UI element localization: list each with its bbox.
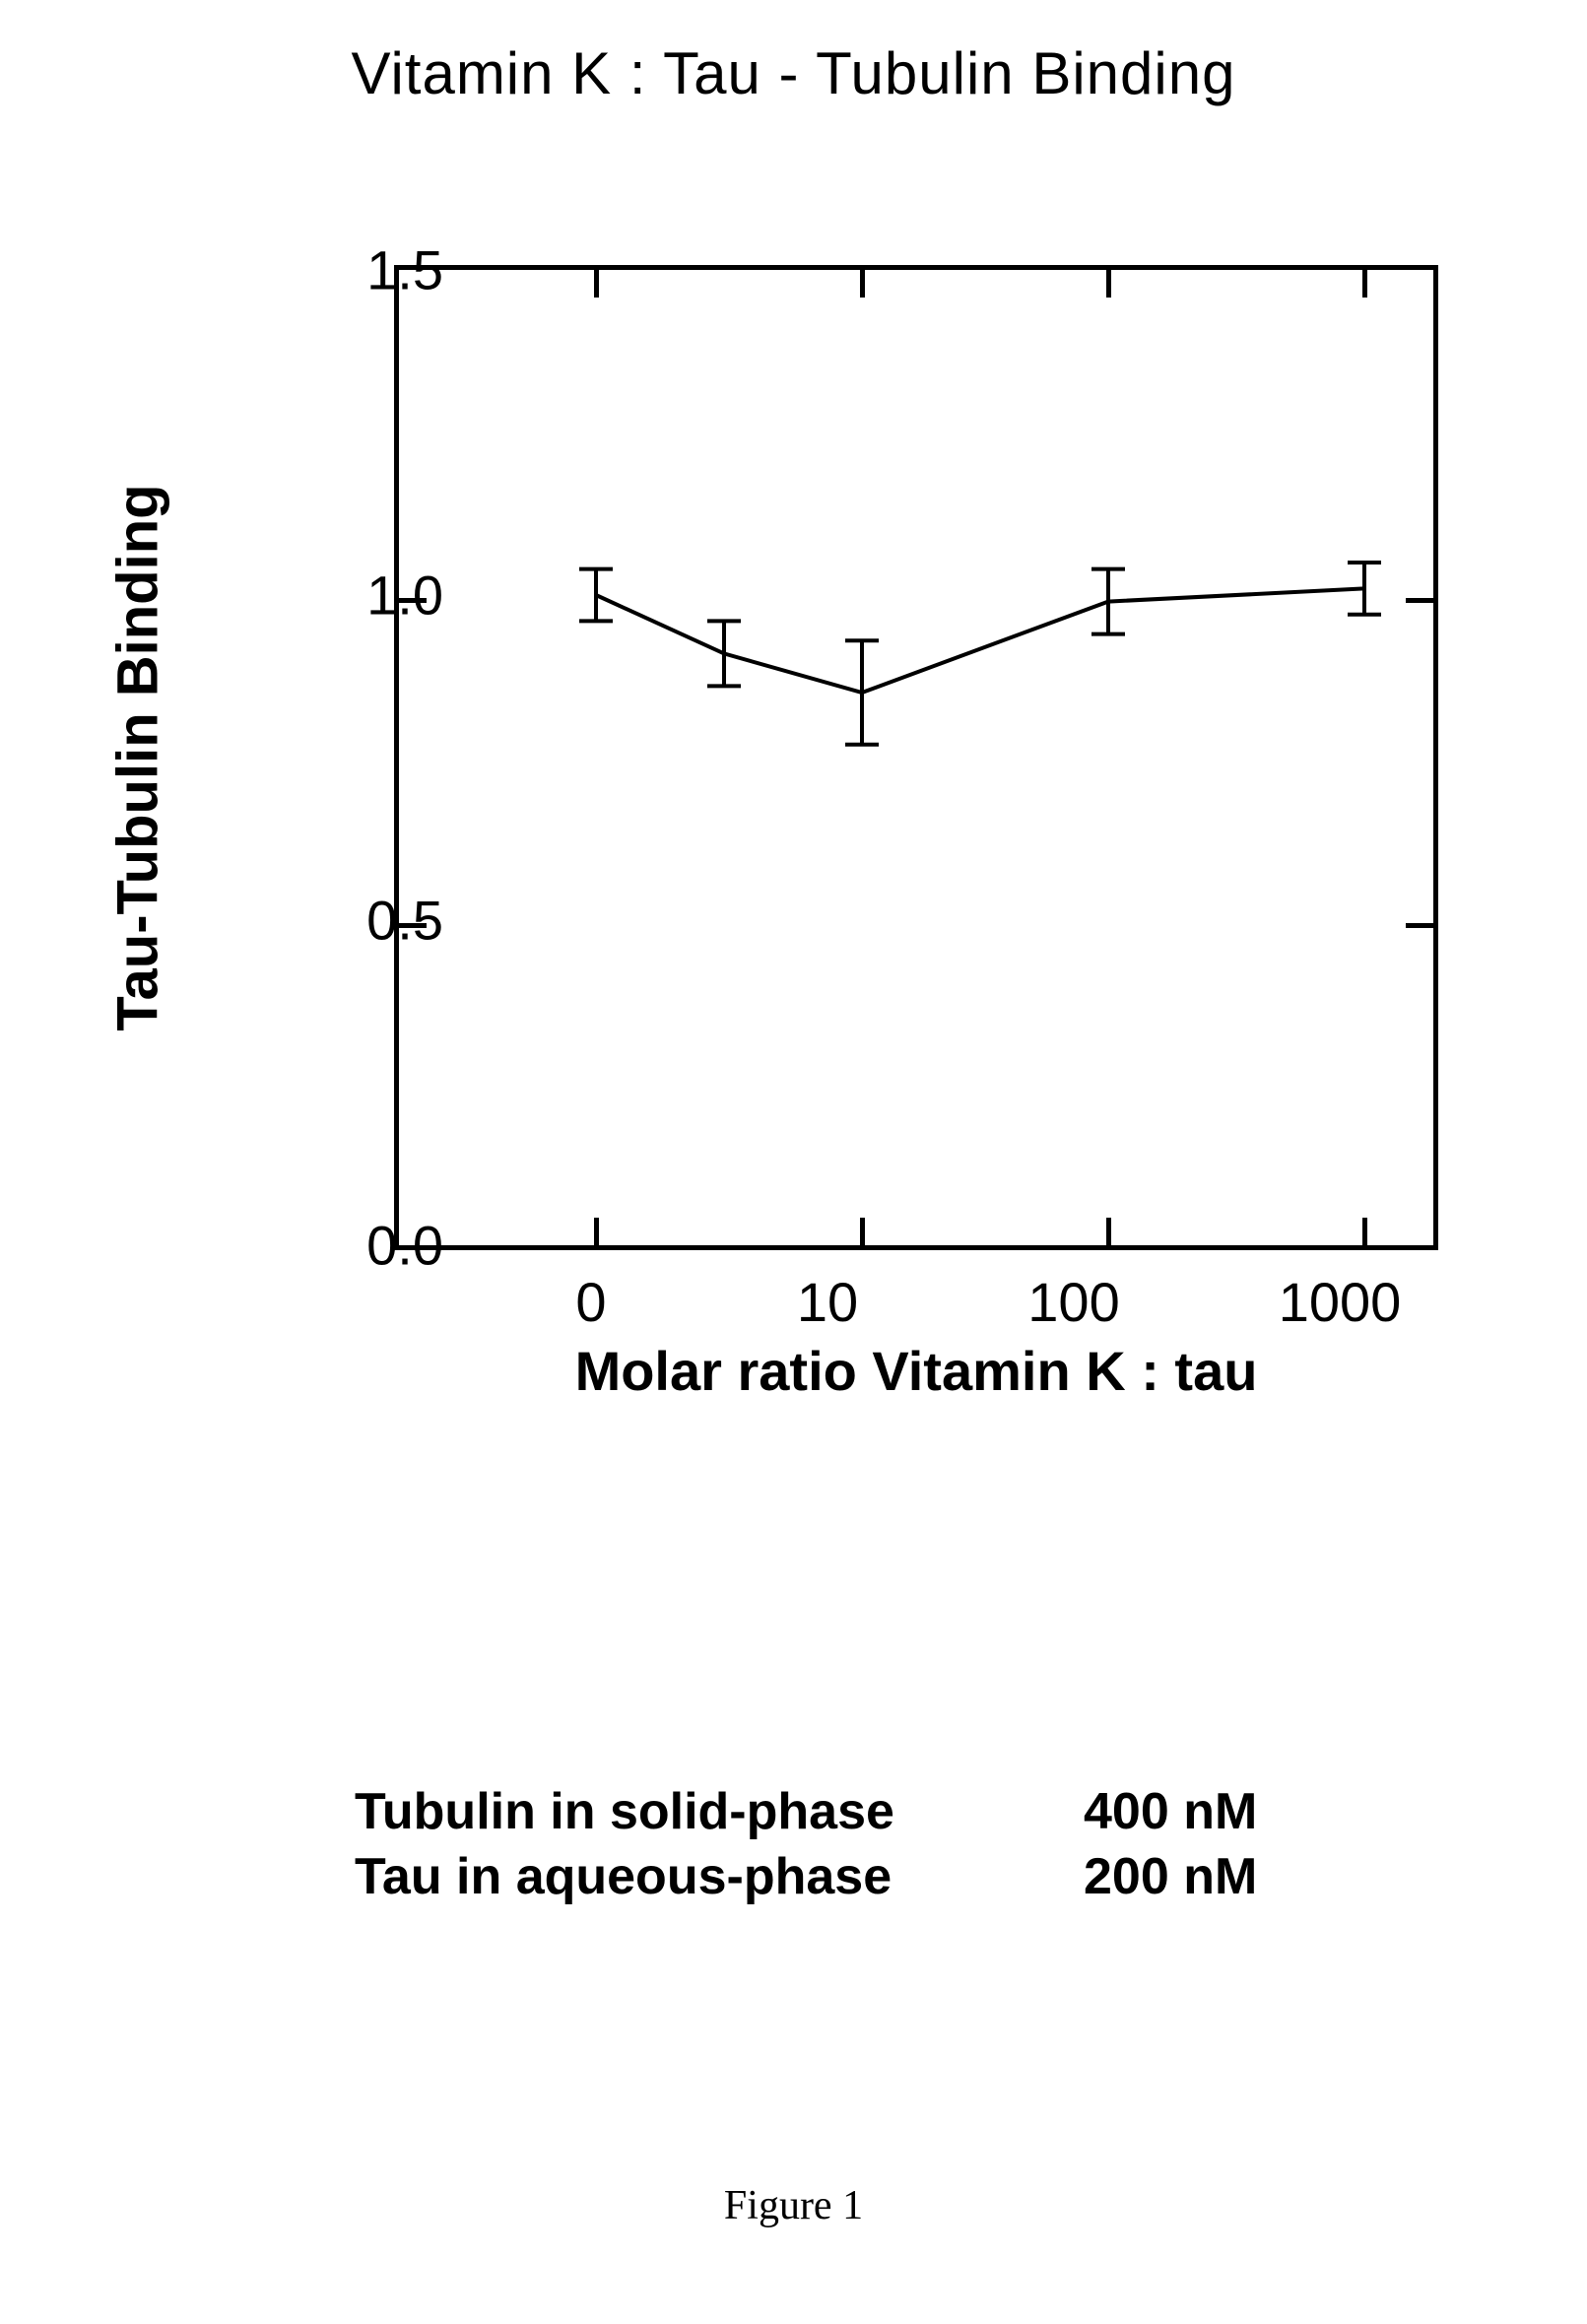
legend-label: Tau in aqueous-phase: [355, 1847, 1084, 1906]
x-tick-label: 10: [797, 1270, 858, 1334]
data-line-icon: [399, 270, 1433, 1245]
x-axis-label: Molar ratio Vitamin K : tau: [394, 1339, 1438, 1403]
figure-caption: Figure 1: [0, 2182, 1587, 2229]
legend-value: 400 nM: [1084, 1782, 1257, 1841]
page: Vitamin K : Tau - Tubulin Binding Tau-Tu…: [0, 0, 1587, 2229]
legend-label: Tubulin in solid-phase: [355, 1782, 1084, 1841]
legend-row: Tubulin in solid-phase400 nM: [355, 1782, 1587, 1841]
legend-row: Tau in aqueous-phase200 nM: [355, 1847, 1587, 1906]
chart-title: Vitamin K : Tau - Tubulin Binding: [0, 39, 1587, 107]
legend-value: 200 nM: [1084, 1847, 1257, 1906]
plot-box: [394, 265, 1438, 1250]
legend-block: Tubulin in solid-phase400 nMTau in aqueo…: [355, 1782, 1587, 1906]
x-tick-label: 1000: [1279, 1270, 1402, 1334]
chart-area: Tau-Tubulin Binding 0.00.51.01.5 0101001…: [138, 265, 1517, 1447]
y-axis-label: Tau-Tubulin Binding: [105, 211, 171, 758]
x-tick-label: 0: [575, 1270, 606, 1334]
x-tick-label: 100: [1027, 1270, 1119, 1334]
